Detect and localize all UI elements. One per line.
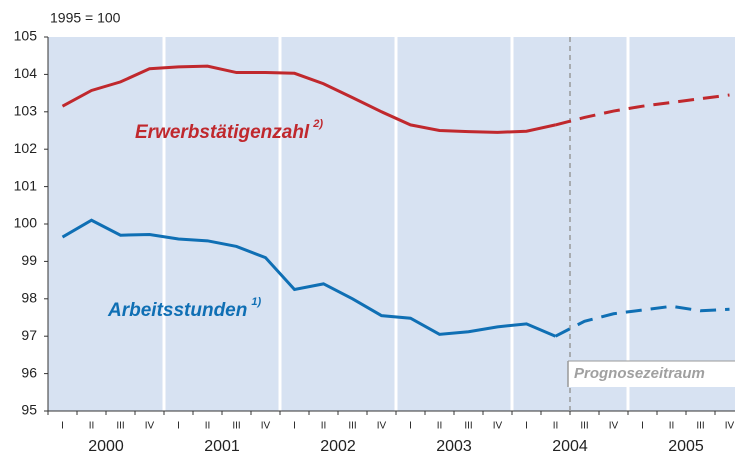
x-tick-label: IV [493,421,503,432]
y-tick-label: 99 [21,252,37,268]
line [555,93,730,127]
year-label: 2000 [88,438,124,455]
year-label: 2005 [668,438,704,455]
y-tick-label: 102 [14,140,38,156]
series-label: Arbeitsstunden [107,300,247,321]
x-tick-label: III [464,421,472,432]
y-tick-label: 95 [21,402,37,418]
x-tick-label: II [553,421,559,432]
series-note: 1) [251,296,261,308]
y-tick-label: 104 [14,65,38,81]
year-label: 2004 [552,438,588,455]
x-tick-label: II [437,421,443,432]
x-tick-label: IV [725,421,735,432]
x-tick-label: III [232,421,240,432]
series-label: Erwerbstätigenzahl [135,122,310,143]
y-tick-label: 101 [14,177,38,193]
line [61,64,556,134]
x-tick-label: IV [609,421,619,432]
y-tick-label: 98 [21,290,37,306]
x-tick-label: III [580,421,588,432]
year-label: 2002 [320,438,356,455]
y-axis-label: 1995 = 100 [50,10,121,26]
x-tick-label: I [409,421,412,432]
y-tick-label: 96 [21,364,37,380]
x-tick-label: IV [261,421,271,432]
x-tick-label: I [61,421,64,432]
x-tick-label: IV [145,421,155,432]
line [61,218,557,338]
year-label: 2001 [204,438,240,455]
x-tick-label: III [696,421,704,432]
x-tick-label: II [669,421,675,432]
y-tick-label: 103 [14,103,38,119]
x-tick-label: II [89,421,95,432]
y-tick-label: 105 [14,28,38,44]
x-tick-label: II [321,421,327,432]
forecast-box [568,361,735,387]
plot-background [48,37,735,411]
x-tick-label: I [177,421,180,432]
x-tick-label: II [205,421,211,432]
series-note: 2) [312,118,323,130]
y-tick-label: 97 [21,327,37,343]
x-tick-label: III [116,421,124,432]
line [554,304,730,338]
forecast-label: Prognosezeitraum [574,365,705,382]
x-tick-label: I [641,421,644,432]
year-label: 2003 [436,438,472,455]
y-tick-label: 100 [14,215,38,231]
x-tick-label: I [525,421,528,432]
x-tick-label: I [293,421,296,432]
x-tick-label: III [348,421,356,432]
x-tick-label: IV [377,421,387,432]
